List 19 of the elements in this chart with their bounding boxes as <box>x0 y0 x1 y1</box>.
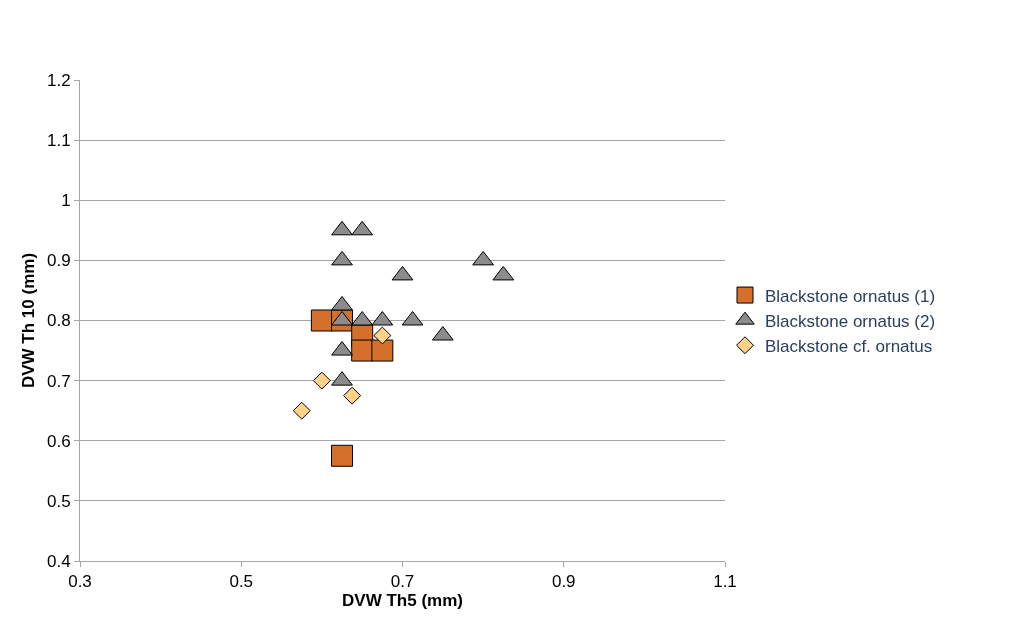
x-tick-label: 0.7 <box>390 572 415 592</box>
y-tick-label: 0.9 <box>46 251 71 271</box>
y-tick-label: 1.2 <box>46 70 71 90</box>
x-tick-label: 0.5 <box>229 572 254 592</box>
x-tick-label: 0.3 <box>68 572 92 592</box>
legend-label: Blackstone ornatus (1) <box>765 286 936 306</box>
y-tick-label: 1 <box>61 191 71 211</box>
y-tick-label: 0.8 <box>46 311 71 331</box>
y-tick-label: 0.7 <box>46 371 71 391</box>
y-tick-label: 1.1 <box>46 131 71 151</box>
x-axis-title: DVW Th5 (mm) <box>342 591 463 611</box>
legend-label: Blackstone ornatus (2) <box>765 311 936 331</box>
x-tick-label: 1.1 <box>713 572 737 592</box>
x-tick-label: 0.9 <box>551 572 576 592</box>
y-tick-label: 0.4 <box>46 551 71 571</box>
y-axis-title: DVW Th 10 (mm) <box>18 252 38 389</box>
legend-label: Blackstone cf. ornatus <box>765 336 933 356</box>
y-tick-label: 0.5 <box>46 491 71 511</box>
y-tick-label: 0.6 <box>46 431 71 451</box>
